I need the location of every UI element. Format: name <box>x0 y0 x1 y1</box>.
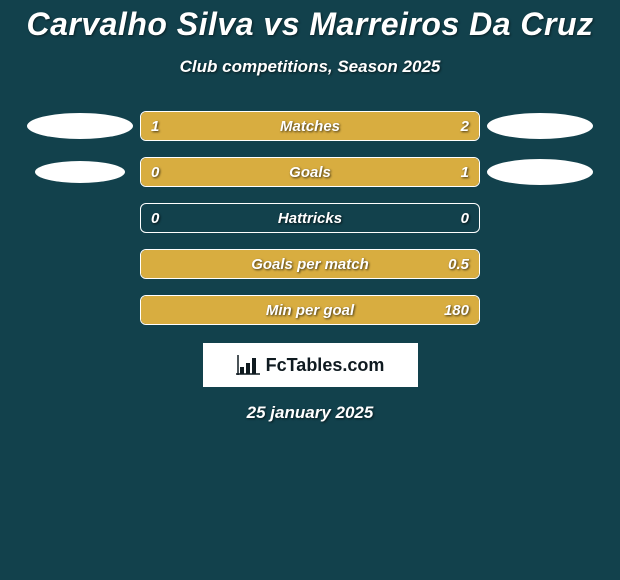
stats-container: 1Matches20Goals10Hattricks0Goals per mat… <box>0 111 620 325</box>
stat-row: 0Hattricks0 <box>0 203 620 233</box>
stat-row: Goals per match0.5 <box>0 249 620 279</box>
player-right-badge-slot <box>480 113 600 139</box>
page-title: Carvalho Silva vs Marreiros Da Cruz <box>0 0 620 43</box>
stat-bar: Min per goal180 <box>140 295 480 325</box>
stat-bar: Goals per match0.5 <box>140 249 480 279</box>
stat-right-value: 0 <box>451 204 479 232</box>
player-left-badge <box>35 161 125 183</box>
bar-chart-icon <box>236 355 260 375</box>
stat-label: Min per goal <box>141 296 479 324</box>
stat-bar: 0Goals1 <box>140 157 480 187</box>
logo-box[interactable]: FcTables.com <box>203 343 418 387</box>
stat-right-value: 180 <box>434 296 479 324</box>
stat-bar: 1Matches2 <box>140 111 480 141</box>
stat-label: Hattricks <box>141 204 479 232</box>
stat-label: Goals <box>141 158 479 186</box>
stat-bar: 0Hattricks0 <box>140 203 480 233</box>
stat-row: 0Goals1 <box>0 157 620 187</box>
player-right-badge <box>487 113 593 139</box>
logo-text: FcTables.com <box>266 355 385 376</box>
player-left-badge-slot <box>20 113 140 139</box>
stat-right-value: 2 <box>451 112 479 140</box>
stat-row: 1Matches2 <box>0 111 620 141</box>
player-right-badge-slot <box>480 159 600 185</box>
stat-right-value: 1 <box>451 158 479 186</box>
stat-label: Matches <box>141 112 479 140</box>
player-left-badge-slot <box>20 161 140 183</box>
stat-right-value: 0.5 <box>438 250 479 278</box>
player-right-badge <box>487 159 593 185</box>
stat-label: Goals per match <box>141 250 479 278</box>
stat-row: Min per goal180 <box>0 295 620 325</box>
player-left-badge <box>27 113 133 139</box>
date-label: 25 january 2025 <box>0 403 620 423</box>
page-subtitle: Club competitions, Season 2025 <box>0 57 620 77</box>
